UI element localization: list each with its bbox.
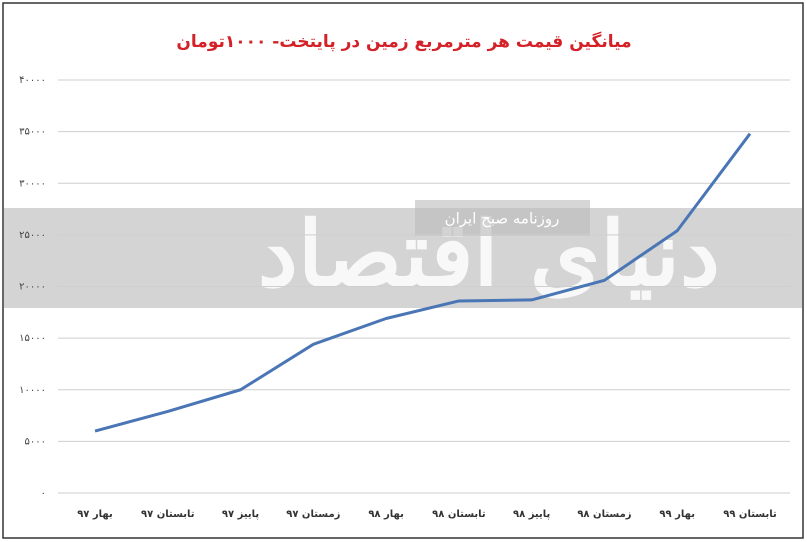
watermark-box bbox=[415, 200, 590, 236]
x-tick-label: تابستان ۹۷ bbox=[141, 509, 195, 520]
x-tick-label: تابستان ۹۹ bbox=[723, 509, 777, 520]
x-tick-label: بهار ۹۹ bbox=[659, 509, 695, 520]
watermark-subtitle: روزنامه صبح ایران bbox=[445, 210, 560, 228]
x-tick-label: پاییز ۹۷ bbox=[222, 509, 260, 520]
x-tick-label: زمستان ۹۷ bbox=[286, 509, 340, 520]
x-tick-label: تابستان ۹۸ bbox=[432, 509, 486, 520]
x-tick-label: بهار ۹۷ bbox=[77, 509, 113, 520]
y-tick-label: ۵۰۰۰ bbox=[25, 436, 46, 447]
y-tick-label: ۰ bbox=[41, 488, 46, 499]
y-tick-label: ۳۰۰۰۰ bbox=[19, 178, 46, 189]
chart-title: میانگین قیمت هر مترمربع زمین در پایتخت- … bbox=[176, 31, 631, 52]
x-tick-label: بهار ۹۸ bbox=[368, 509, 404, 520]
band bbox=[4, 208, 802, 308]
x-tick-label: پاییز ۹۸ bbox=[513, 509, 551, 520]
x-tick-label: زمستان ۹۸ bbox=[577, 509, 631, 520]
y-tick-label: ۳۵۰۰۰ bbox=[19, 127, 46, 138]
y-tick-label: ۱۵۰۰۰ bbox=[19, 333, 46, 344]
line bbox=[94, 132, 752, 433]
y-tick-label: ۲۰۰۰۰ bbox=[19, 282, 46, 293]
y-tick-label: ۱۰۰۰۰ bbox=[19, 385, 46, 396]
y-tick-label: ۴۰۰۰۰ bbox=[19, 75, 46, 86]
y-tick-label: ۲۵۰۰۰ bbox=[19, 230, 46, 241]
